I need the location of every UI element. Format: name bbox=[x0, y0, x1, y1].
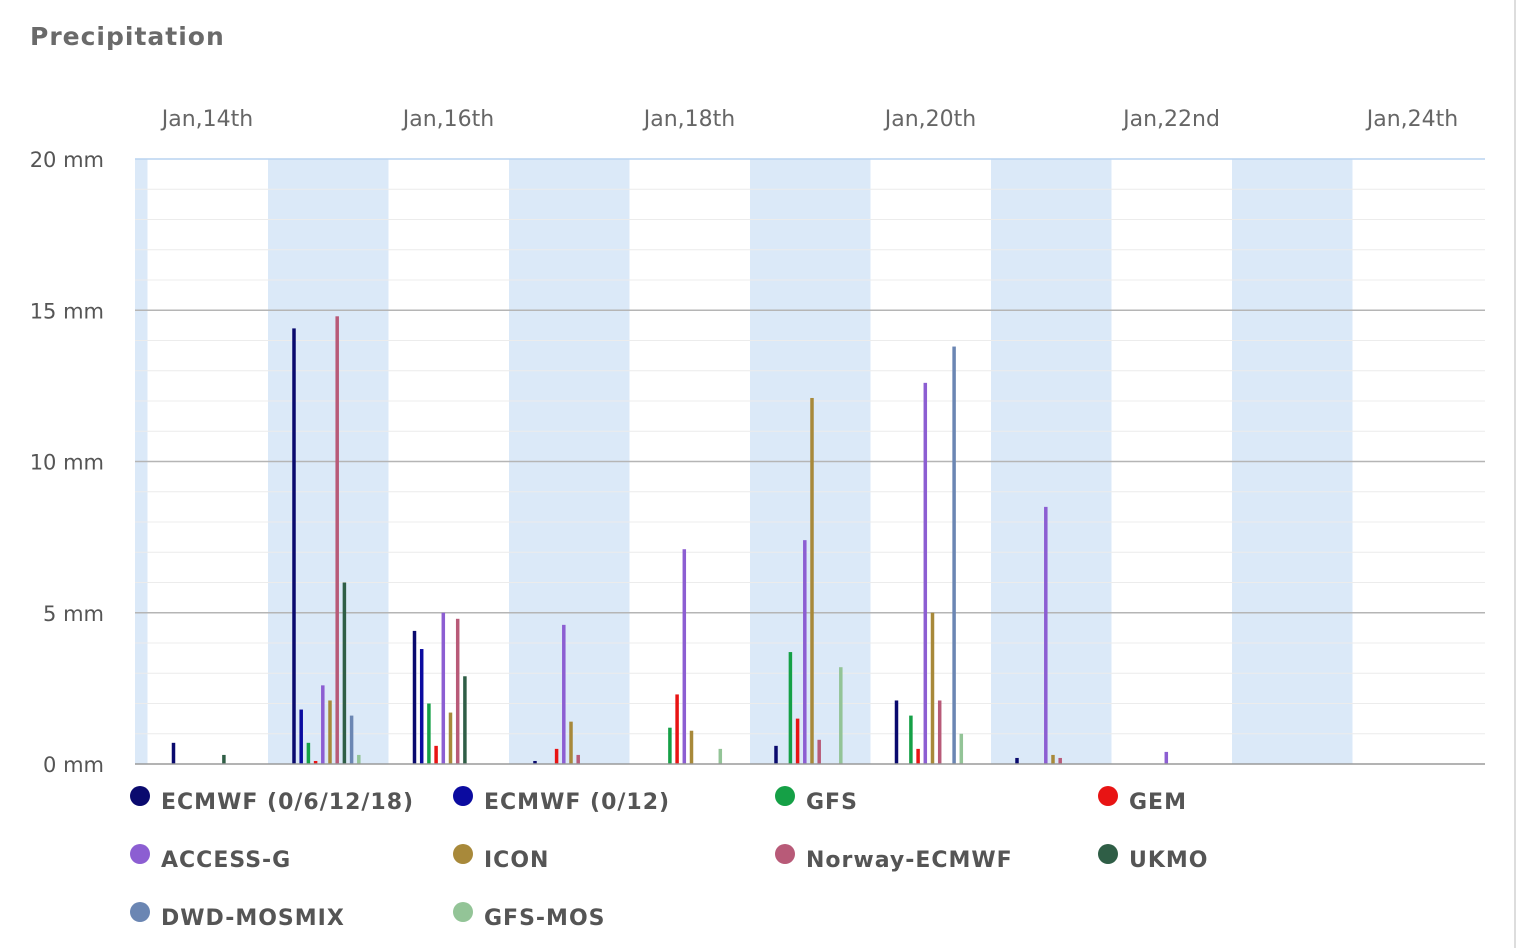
legend-dot-icon bbox=[453, 843, 473, 864]
right-edge-divider bbox=[1514, 0, 1516, 948]
legend-item[interactable]: ECMWF (0/12) bbox=[453, 785, 671, 815]
legend-label: GEM bbox=[1129, 790, 1187, 815]
legend-item[interactable]: ACCESS-G bbox=[130, 843, 292, 873]
legend-item[interactable]: ECMWF (0/6/12/18) bbox=[130, 785, 415, 815]
legend-label: Norway-ECMWF bbox=[806, 848, 1013, 873]
bar-gem bbox=[554, 748, 559, 764]
bar-ecmwf-0-12- bbox=[419, 649, 424, 764]
legend-item[interactable]: GEM bbox=[1098, 785, 1187, 815]
y-tick-label: 5 mm bbox=[43, 602, 104, 626]
bar-gem bbox=[916, 748, 920, 764]
bar-gfs bbox=[788, 652, 793, 764]
bar-ecmwf-0-6-12-18- bbox=[894, 700, 899, 764]
bar-gfs-mos bbox=[357, 754, 361, 764]
bar-access-g bbox=[923, 382, 928, 764]
legend-item[interactable]: DWD-MOSMIX bbox=[130, 901, 345, 931]
legend-dot-icon bbox=[130, 901, 150, 922]
grid-lines bbox=[135, 158, 1485, 735]
legend-label: UKMO bbox=[1129, 848, 1209, 873]
bar-icon bbox=[328, 700, 332, 764]
legend-item[interactable]: ICON bbox=[453, 843, 550, 873]
legend-dot-icon bbox=[775, 785, 795, 806]
bar-ecmwf-0-6-12-18- bbox=[774, 745, 778, 764]
x-tick-label: Jan,22nd bbox=[1121, 107, 1220, 132]
legend-label: ICON bbox=[484, 848, 550, 873]
x-tick-labels: Jan,14th Jan,16th Jan,18th Jan,20th Jan,22nd… bbox=[160, 107, 1458, 132]
bar-ukmo bbox=[463, 676, 467, 764]
y-tick-label: 0 mm bbox=[43, 753, 104, 777]
bar-ecmwf-0-6-12-18- bbox=[533, 760, 537, 764]
bar-ukmo bbox=[222, 754, 226, 764]
bar-gem bbox=[795, 718, 800, 764]
legend-label: GFS bbox=[806, 790, 858, 815]
bar-norway-ecmwf bbox=[817, 739, 821, 764]
x-tick-label: Jan,14th bbox=[160, 107, 253, 132]
bar-icon bbox=[930, 612, 935, 764]
legend-dot-icon bbox=[453, 785, 473, 806]
bar-access-g bbox=[1044, 506, 1048, 764]
bar-ukmo bbox=[342, 582, 347, 764]
legend-item[interactable]: GFS bbox=[775, 785, 858, 815]
bar-gfs-mos bbox=[839, 667, 843, 764]
legend-dot-icon bbox=[1098, 785, 1118, 806]
bar-dwd-mosmix bbox=[349, 715, 354, 764]
x-tick-label: Jan,24th bbox=[1365, 107, 1458, 132]
precipitation-chart: Jan,14th Jan,16th Jan,18th Jan,20th Jan,22nd… bbox=[30, 107, 1485, 777]
legend-dot-icon bbox=[775, 843, 795, 864]
bar-norway-ecmwf bbox=[576, 754, 580, 764]
legend-label: GFS-MOS bbox=[484, 906, 606, 931]
bar-ecmwf-0-6-12-18- bbox=[292, 328, 296, 764]
y-tick-label: 10 mm bbox=[30, 451, 104, 475]
bar-access-g bbox=[682, 549, 687, 764]
legend-label: ACCESS-G bbox=[161, 848, 292, 873]
bar-access-g bbox=[441, 612, 446, 764]
bar-gfs-mos bbox=[718, 748, 723, 764]
bar-norway-ecmwf bbox=[1058, 757, 1062, 764]
bar-ecmwf-0-6-12-18- bbox=[171, 742, 176, 764]
bar-access-g bbox=[1164, 751, 1169, 764]
legend-label: ECMWF (0/6/12/18) bbox=[161, 790, 415, 815]
bar-access-g bbox=[803, 540, 807, 764]
bar-ecmwf-0-6-12-18- bbox=[412, 630, 417, 764]
y-tick-label: 15 mm bbox=[30, 299, 104, 323]
legend-dot-icon bbox=[1098, 843, 1118, 864]
bar-norway-ecmwf bbox=[455, 618, 460, 764]
bar-ecmwf-0-12- bbox=[299, 709, 303, 764]
bar-gem bbox=[434, 745, 438, 764]
bar-icon bbox=[448, 712, 453, 764]
legend-dot-icon bbox=[453, 901, 473, 922]
bar-icon bbox=[689, 730, 694, 764]
bar-norway-ecmwf bbox=[937, 700, 942, 764]
legend-dot-icon bbox=[130, 843, 150, 864]
bar-dwd-mosmix bbox=[952, 346, 956, 764]
bar-access-g bbox=[321, 685, 325, 764]
legend-label: ECMWF (0/12) bbox=[484, 790, 671, 815]
y-tick-label: 20 mm bbox=[30, 148, 104, 172]
x-tick-label: Jan,18th bbox=[642, 107, 735, 132]
bar-gfs bbox=[909, 715, 913, 764]
bars bbox=[171, 316, 1169, 764]
bar-ecmwf-0-6-12-18- bbox=[1015, 757, 1019, 764]
bar-gem bbox=[675, 694, 679, 764]
legend-item[interactable]: UKMO bbox=[1098, 843, 1209, 873]
bar-gfs bbox=[668, 727, 672, 764]
legend-label: DWD-MOSMIX bbox=[161, 906, 345, 931]
bar-gfs-mos bbox=[959, 733, 964, 764]
bar-gfs bbox=[427, 703, 431, 764]
bar-icon bbox=[810, 397, 814, 764]
chart-title: Precipitation bbox=[30, 22, 225, 51]
x-tick-label: Jan,16th bbox=[401, 107, 494, 132]
bar-gfs bbox=[306, 742, 311, 764]
legend-dot-icon bbox=[130, 785, 150, 806]
x-tick-label: Jan,20th bbox=[883, 107, 976, 132]
bar-access-g bbox=[562, 624, 566, 764]
legend-item[interactable]: GFS-MOS bbox=[453, 901, 606, 931]
y-tick-labels: 0 mm 5 mm 10 mm 15 mm 20 mm bbox=[30, 148, 104, 777]
bar-icon bbox=[569, 721, 573, 764]
bar-gem bbox=[313, 760, 318, 764]
bar-icon bbox=[1051, 754, 1055, 764]
bar-norway-ecmwf bbox=[335, 316, 339, 764]
legend-item[interactable]: Norway-ECMWF bbox=[775, 843, 1013, 873]
